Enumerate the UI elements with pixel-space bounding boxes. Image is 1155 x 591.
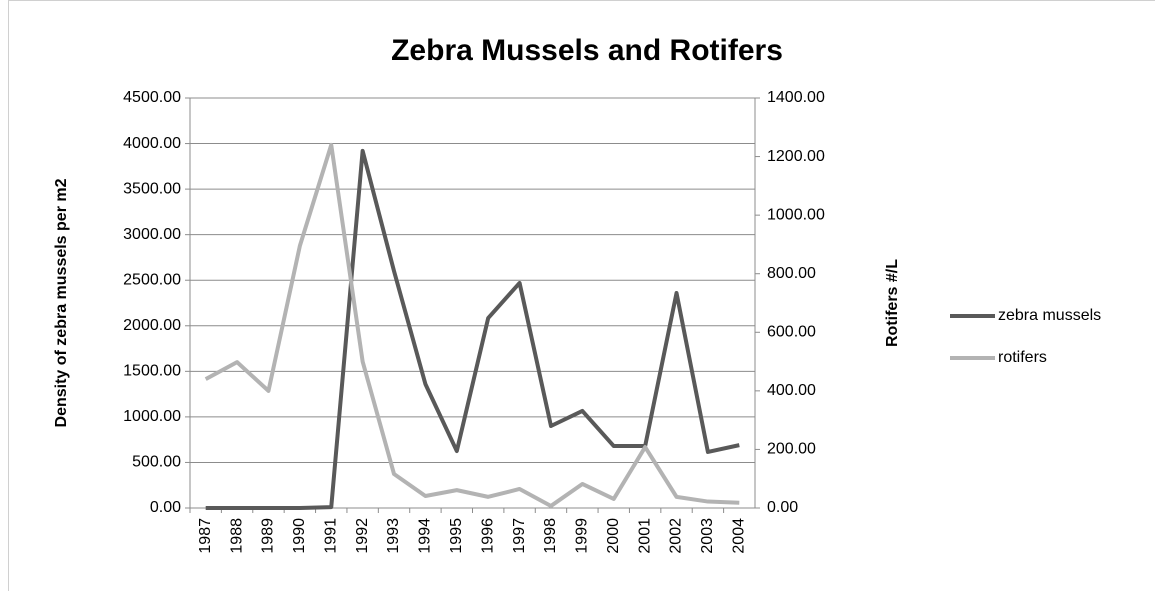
x-tick-label: 1988 (228, 518, 245, 554)
y-tick-label: 1500.00 (123, 363, 181, 380)
x-tick-label: 2002 (668, 518, 685, 554)
y2-tick-label: 1200.00 (767, 148, 825, 165)
series-line (205, 148, 740, 510)
y-tick-label: 4500.00 (123, 89, 181, 106)
x-tick-label: 2003 (699, 518, 716, 554)
y-tick-label: 0.00 (150, 499, 181, 516)
y-axis-title: Density of zebra mussels per m2 (53, 178, 70, 427)
x-tick-label: 1998 (542, 518, 559, 554)
x-tick-label: 1990 (291, 518, 308, 554)
x-tick-label: 1995 (448, 518, 465, 554)
x-tick-label: 1991 (322, 518, 339, 554)
x-tick-label: 1987 (197, 518, 214, 554)
y2-tick-label: 1000.00 (767, 206, 825, 223)
y-tick-label: 2500.00 (123, 271, 181, 288)
y-tick-label: 1000.00 (123, 408, 181, 425)
y-tick-label: 3000.00 (123, 226, 181, 243)
x-tick-label: 1989 (260, 518, 277, 554)
chart-title: Zebra Mussels and Rotifers (391, 34, 783, 67)
x-tick-label: 1996 (479, 518, 496, 554)
y2-tick-label: 800.00 (767, 265, 816, 282)
series-line (204, 142, 740, 508)
y2-tick-label: 200.00 (767, 441, 816, 458)
y2-axis-title: Rotifers #/L (884, 259, 901, 347)
y2-tick-label: 600.00 (767, 324, 816, 341)
x-tick-label: 1997 (511, 518, 528, 554)
y2-tick-label: 400.00 (767, 382, 816, 399)
y-tick-label: 3500.00 (123, 180, 181, 197)
y-tick-label: 500.00 (132, 454, 181, 471)
x-tick-label: 1994 (417, 518, 434, 554)
y2-tick-label: 1400.00 (767, 89, 825, 106)
x-tick-label: 1999 (574, 518, 591, 554)
x-tick-label: 2001 (636, 518, 653, 554)
y-tick-label: 4000.00 (123, 135, 181, 152)
y2-tick-label: 0.00 (767, 499, 798, 516)
x-tick-label: 1992 (354, 518, 371, 554)
y-tick-label: 2000.00 (123, 317, 181, 334)
legend-label: zebra mussels (998, 307, 1101, 324)
chart-border (8, 0, 1155, 591)
x-tick-label: 2004 (731, 518, 748, 554)
x-tick-label: 1993 (385, 518, 402, 554)
legend-label: rotifers (998, 349, 1047, 366)
x-tick-label: 2000 (605, 518, 622, 554)
